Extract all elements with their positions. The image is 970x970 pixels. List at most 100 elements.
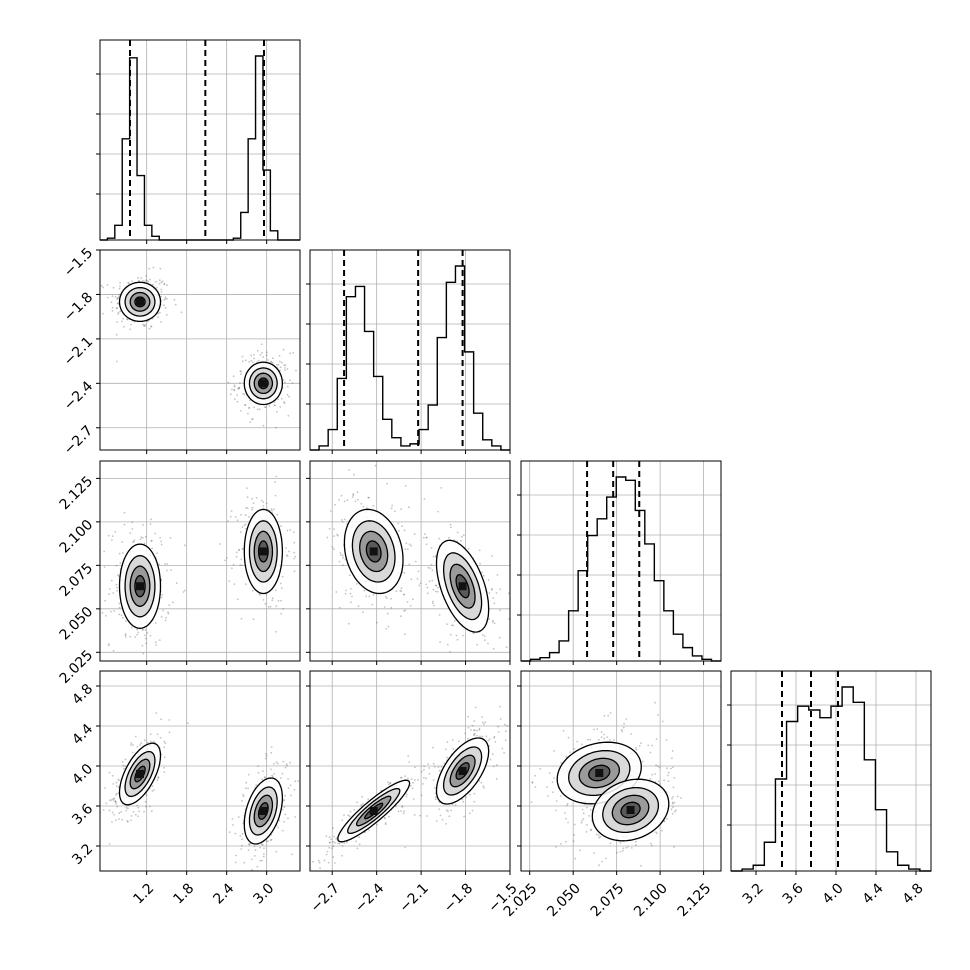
sample-point bbox=[654, 773, 657, 775]
sample-point bbox=[226, 557, 228, 559]
sample-point bbox=[410, 778, 413, 780]
sample-point bbox=[159, 736, 162, 739]
sample-point bbox=[121, 761, 124, 763]
sample-point bbox=[476, 729, 478, 732]
sample-point bbox=[348, 815, 351, 818]
sample-point bbox=[236, 400, 239, 403]
sample-point bbox=[397, 810, 400, 813]
sample-point bbox=[114, 296, 117, 298]
sample-point bbox=[124, 765, 127, 768]
sample-point bbox=[246, 507, 249, 509]
sample-point bbox=[237, 387, 240, 390]
sample-point bbox=[657, 714, 659, 716]
sample-point bbox=[112, 798, 114, 800]
sample-point bbox=[451, 739, 454, 741]
sample-point bbox=[236, 519, 239, 522]
sample-point bbox=[627, 846, 629, 848]
sample-point bbox=[121, 541, 123, 543]
sample-point bbox=[360, 502, 363, 505]
sample-point bbox=[130, 744, 132, 746]
sample-point bbox=[499, 588, 502, 591]
sample-point bbox=[165, 616, 167, 619]
sample-point bbox=[139, 744, 142, 746]
sample-point bbox=[285, 554, 288, 556]
sample-point bbox=[265, 840, 268, 843]
sample-point bbox=[400, 776, 403, 779]
sample-point bbox=[401, 806, 404, 808]
sample-point bbox=[295, 369, 297, 372]
sample-point bbox=[355, 583, 358, 585]
sample-point bbox=[252, 502, 255, 505]
scatter-panel-1-2 bbox=[309, 460, 511, 662]
sample-point bbox=[144, 634, 146, 637]
sample-point bbox=[288, 395, 290, 398]
sample-point bbox=[111, 811, 114, 814]
sample-point bbox=[265, 755, 268, 757]
sample-point bbox=[284, 794, 286, 797]
sample-point bbox=[434, 766, 436, 768]
sample-point bbox=[128, 282, 130, 285]
sample-point bbox=[347, 814, 350, 817]
sample-point bbox=[116, 805, 119, 808]
sample-point bbox=[160, 288, 163, 291]
sample-point bbox=[294, 780, 297, 783]
sample-point bbox=[402, 812, 405, 815]
sample-point bbox=[666, 817, 668, 820]
sample-point bbox=[248, 361, 251, 363]
sample-point bbox=[443, 762, 446, 765]
sample-point bbox=[233, 583, 236, 585]
sample-point bbox=[277, 826, 280, 829]
sample-point bbox=[117, 778, 120, 781]
sample-point bbox=[109, 799, 111, 802]
sample-point bbox=[172, 601, 174, 604]
sample-point bbox=[113, 797, 116, 800]
sample-point bbox=[465, 796, 467, 799]
sample-point bbox=[129, 532, 132, 535]
sample-point bbox=[267, 606, 270, 608]
y-tick-label: −2.7 bbox=[61, 423, 96, 458]
sample-point bbox=[240, 513, 242, 516]
sample-point bbox=[546, 786, 548, 788]
sample-point bbox=[286, 368, 289, 370]
sample-point bbox=[429, 567, 432, 569]
sample-point bbox=[345, 589, 347, 592]
sample-point bbox=[423, 498, 426, 500]
sample-point bbox=[115, 794, 117, 796]
sample-point bbox=[344, 558, 347, 561]
x-tick-label: 4.0 bbox=[820, 880, 847, 907]
sample-point bbox=[156, 733, 159, 736]
sample-point bbox=[623, 872, 625, 874]
sample-point bbox=[412, 781, 414, 784]
sample-point bbox=[146, 632, 149, 634]
sample-point bbox=[361, 795, 364, 798]
scatter-panel-2-3 bbox=[520, 670, 722, 874]
sample-point bbox=[269, 839, 272, 841]
sample-point bbox=[635, 746, 637, 749]
sample-point bbox=[270, 360, 272, 363]
sample-point bbox=[423, 765, 425, 768]
sample-point bbox=[262, 599, 265, 601]
sample-point bbox=[667, 771, 670, 774]
sample-point bbox=[389, 782, 392, 784]
panel-border bbox=[520, 670, 722, 872]
scatter-panel-1-3 bbox=[309, 670, 511, 872]
sample-point bbox=[263, 776, 266, 779]
sample-point bbox=[403, 810, 405, 813]
sample-point bbox=[111, 539, 113, 541]
sample-point bbox=[350, 601, 352, 604]
sample-point bbox=[333, 835, 335, 838]
sample-point bbox=[273, 404, 276, 406]
sample-point bbox=[168, 719, 171, 721]
sample-point bbox=[279, 406, 282, 408]
sample-point bbox=[586, 806, 588, 809]
sample-point bbox=[278, 354, 281, 357]
sample-point bbox=[613, 738, 615, 741]
sample-point bbox=[343, 500, 346, 503]
sample-point bbox=[144, 637, 147, 640]
sample-point bbox=[462, 534, 465, 537]
sample-point bbox=[160, 321, 162, 323]
sample-point bbox=[110, 301, 113, 304]
sample-point bbox=[118, 552, 121, 555]
sample-point bbox=[239, 370, 242, 372]
sample-point bbox=[151, 785, 154, 787]
